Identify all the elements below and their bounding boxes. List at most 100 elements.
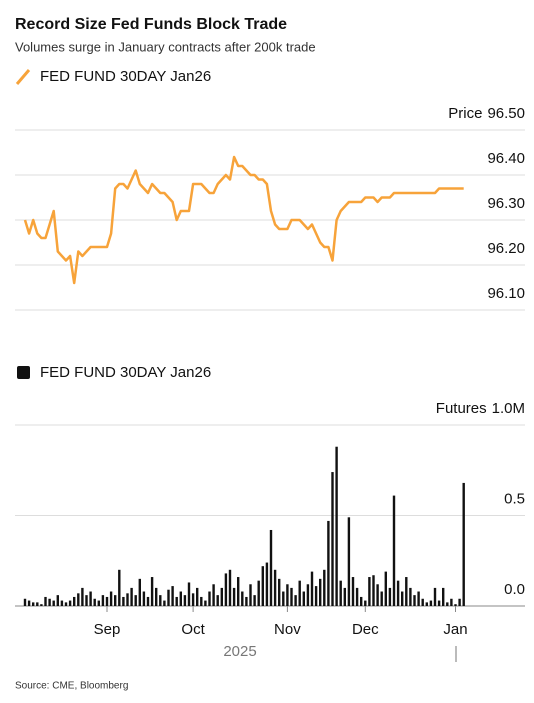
bar	[130, 587, 133, 606]
bar	[245, 596, 248, 606]
bar	[273, 569, 277, 606]
bar	[265, 562, 269, 606]
bar	[183, 595, 187, 606]
bar	[60, 600, 64, 606]
bar	[179, 591, 182, 606]
bar	[27, 600, 31, 606]
x-tick-label: Dec	[352, 621, 379, 638]
bar	[294, 595, 297, 606]
bar	[68, 600, 72, 606]
bar	[458, 598, 461, 606]
bar	[167, 589, 170, 606]
bar	[314, 586, 318, 606]
legend-label: FED FUND 30DAY Jan26	[40, 364, 211, 381]
bar	[77, 593, 80, 606]
bar	[437, 600, 441, 606]
bar	[109, 591, 113, 606]
bar	[368, 577, 371, 606]
legend-icon	[17, 366, 30, 379]
bar	[56, 595, 59, 606]
bar	[187, 582, 191, 606]
x-tick-label: Oct	[181, 621, 205, 638]
bar	[200, 596, 203, 606]
bar	[401, 591, 404, 606]
bar	[175, 596, 178, 606]
bar	[462, 482, 465, 606]
bar	[114, 595, 117, 606]
bar	[413, 595, 416, 606]
bar	[155, 587, 158, 606]
y-axis-label: Futures	[436, 400, 487, 417]
bar	[122, 596, 125, 606]
y-tick-label: 96.20	[487, 240, 525, 257]
bar	[105, 596, 109, 606]
bar	[32, 602, 35, 606]
bar	[376, 584, 379, 606]
bar	[257, 580, 260, 606]
bar	[228, 569, 232, 606]
bar	[64, 602, 68, 606]
bar	[417, 591, 420, 606]
y-tick-label: 0.5	[504, 490, 525, 507]
source: Source: CME, Bloomberg	[15, 681, 128, 692]
bar	[150, 577, 154, 606]
bar	[425, 602, 428, 606]
bar	[331, 472, 334, 606]
bar	[450, 598, 453, 606]
year-label: 2025	[223, 643, 256, 660]
bar	[306, 584, 310, 606]
bar	[134, 595, 137, 606]
bar	[351, 577, 355, 606]
bar	[126, 593, 129, 606]
bar	[454, 604, 457, 606]
bar	[48, 598, 51, 606]
y-axis-label: Price	[448, 105, 482, 122]
bar	[442, 587, 445, 606]
bar	[380, 591, 383, 606]
bar	[290, 587, 293, 606]
bar	[85, 595, 88, 606]
bar	[44, 596, 47, 606]
bar	[364, 600, 367, 606]
bar	[446, 602, 449, 606]
y-tick-label: 96.40	[487, 150, 525, 167]
bar	[269, 529, 273, 606]
bar	[388, 587, 392, 606]
bar	[138, 578, 141, 606]
bar	[409, 587, 412, 606]
bar	[298, 580, 301, 606]
bar	[191, 593, 195, 606]
y-tick-label: 96.10	[487, 285, 525, 302]
bar	[146, 596, 150, 606]
bar	[196, 587, 199, 606]
chart-title: Record Size Fed Funds Block Trade	[15, 16, 287, 33]
bar	[384, 571, 387, 606]
bar	[302, 591, 305, 606]
bar	[81, 587, 84, 606]
bar	[220, 587, 223, 606]
bar	[405, 577, 408, 606]
bar	[355, 587, 359, 606]
bar	[335, 446, 338, 606]
bar	[36, 602, 39, 606]
legend-icon	[15, 69, 31, 85]
bar	[286, 584, 289, 606]
y-tick-label: 1.0M	[492, 400, 525, 417]
y-tick-label: 0.0	[504, 581, 525, 598]
bar	[310, 571, 314, 606]
bar	[171, 586, 174, 606]
bar	[118, 569, 121, 606]
bar	[204, 600, 207, 606]
bar	[237, 577, 240, 606]
bar	[253, 595, 256, 606]
bar	[343, 587, 346, 606]
bar	[429, 600, 433, 606]
bar	[396, 580, 400, 606]
bar	[339, 580, 342, 606]
bar	[89, 591, 92, 606]
bar	[319, 578, 322, 606]
y-tick-label: 96.50	[487, 105, 525, 122]
bar	[249, 584, 252, 606]
bar	[142, 591, 146, 606]
bar	[327, 520, 330, 606]
